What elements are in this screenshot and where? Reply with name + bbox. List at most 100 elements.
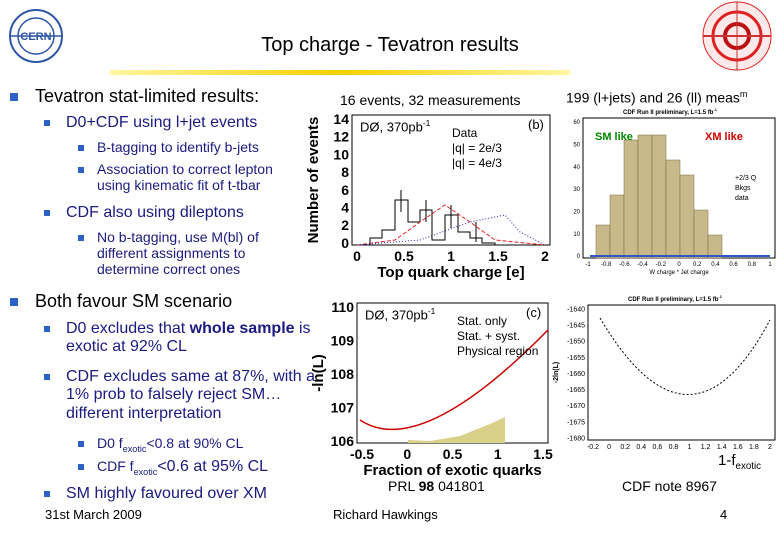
x-tick-label: 0.2 [693,262,702,268]
y-tick-label: 14 [333,111,349,127]
text-run: 1-f [718,452,736,469]
bullet-text: SM highly favoured over XM [66,485,316,503]
y-tick-label: 0 [341,235,349,251]
text-run: is exotic at 92% CL [66,320,311,356]
legend-entry: data [735,195,749,202]
x-tick-label: 1.8 [749,444,759,451]
page-number: 4 [720,507,728,522]
x-tick-label: 2 [541,248,549,264]
y-tick-label: 10 [333,146,349,162]
text-run: Association to correct lepton using kine… [97,161,273,194]
text-run: exotic [122,443,147,454]
y-tick-label: -1640 [567,306,585,313]
cern-logo [9,9,63,63]
text-run: DØ, 370pb [365,307,428,323]
legend-entry: +2/3 Q [735,175,757,182]
y-tick-label: 60 [573,120,580,126]
y-tick-label: 108 [331,366,355,382]
text-run: -1 [713,107,717,112]
bullet-text: D0 fexotic<0.8 at 90% CL [97,435,317,454]
bullet-marker [78,167,84,173]
plot-frame [356,302,549,444]
physical-region [408,417,505,443]
text-run: CDF f [97,458,134,474]
text-run: DØ, 370pb [360,119,423,135]
x-tick-label: 1.5 [488,248,508,264]
x-tick-label: 1.4 [717,444,727,451]
legend-entry: Stat. only [457,314,507,328]
x-tick-label: 1 [494,446,502,462]
text-run: D0 f [97,435,123,451]
y-tick-label: -1670 [567,403,585,410]
bullet-marker [78,464,84,470]
y-tick-label: -1660 [567,371,585,378]
text-run: CDF note 8967 [622,478,717,494]
text-run: CDF also using dileptons [66,204,244,221]
text-run: D0+CDF using l+jet events [66,114,258,131]
bullet-marker [44,491,50,497]
legend-entry: Stat. + syst. [457,329,520,343]
text-run: -1 [718,294,722,299]
bullet-marker [78,145,84,151]
plot-label: CDF Run II preliminary, L=1.5 fb-1 [623,107,717,117]
x-axis-label: W charge * Jet charge [649,270,709,276]
y-tick-label: 50 [573,142,580,148]
bullet-marker [44,210,50,216]
y-tick-label: 106 [331,433,355,449]
text-run: CDF Run II preliminary, L=1.5 fb [623,110,714,116]
region-tag: XM like [705,131,743,143]
y-tick-label: -1645 [567,323,585,330]
y-tick-label: 20 [573,209,580,215]
x-tick-label: 0 [677,262,681,268]
bullet-marker [44,374,50,380]
x-tick-label: 0.8 [748,262,757,268]
x-tick-label: 0.6 [729,262,738,268]
legend-entry: Data [452,126,478,140]
text-run: B-tagging to identify b-jets [97,139,259,155]
slide-title: Top charge - Tevatron results [261,34,519,56]
text-run: exotic [133,466,158,477]
text-run: Tevatron stat-limited results: [35,86,260,106]
logo-text: CERN [20,31,51,43]
text-run: No b-tagging, use M(bl) of different ass… [97,229,259,278]
bullet-text: CDF also using dileptons [66,204,316,222]
detector-image [702,1,772,71]
x-tick-label: 0.4 [711,262,720,268]
bullet-text: Both favour SM scenario [35,291,315,312]
x-tick-label: 0.8 [669,444,679,451]
bullet-text: D0+CDF using l+jet events [66,114,316,132]
x-tick-label: 1.5 [533,446,553,462]
text-run: 041801 [434,478,485,494]
plot-label: DØ, 370pb-1 [360,118,431,135]
bullet-marker [78,235,84,241]
x-tick-label: -0.8 [601,262,612,268]
bullet-marker [44,120,50,126]
x-tick-label: 0 [403,446,411,462]
x-tick-label: -0.2 [656,262,667,268]
text-run: whole sample [189,320,295,337]
text-run: <0.6 at 95% CL [157,458,269,475]
x-axis-label: 1-fexotic [718,452,761,472]
x-tick-label: 1 [688,444,692,451]
text-run: -1 [422,118,431,128]
bullet-text: CDF excludes same at 87%, with a 1% prob… [66,368,316,423]
text-run: D0 excludes that [66,320,190,337]
bullet-marker [10,93,18,101]
text-run: exotic [735,461,761,472]
x-tick-label: -0.5 [350,446,374,462]
hist-data [357,199,545,246]
footer-author: Richard Hawkings [333,507,438,522]
y-tick-label: 10 [573,232,580,238]
plot-caption: CDF note 8967 [622,478,717,494]
x-tick-label: 0.5 [443,446,463,462]
text-run: 199 (l+jets) and 26 (ll) meas [566,89,740,106]
bullet-marker [44,326,50,332]
bullet-text: D0 excludes that whole sample is exotic … [66,320,311,357]
x-tick-label: 0.6 [652,444,662,451]
y-tick-label: 30 [573,187,580,193]
text-run: -1 [427,306,436,316]
x-tick-label: 0.4 [636,444,646,451]
y-tick-label: 2 [341,217,349,233]
